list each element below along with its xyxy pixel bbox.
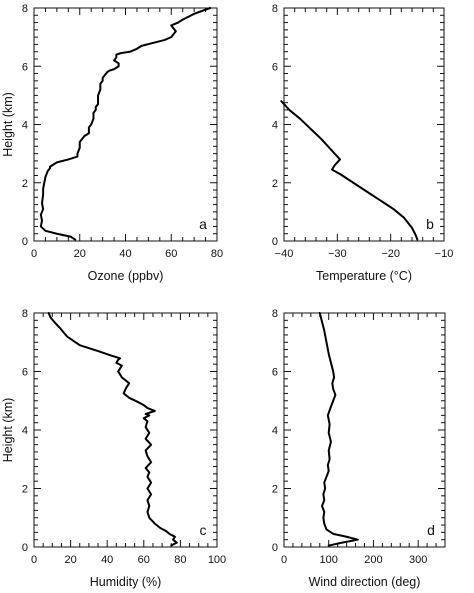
x-axis-label: Wind direction (deg) <box>309 575 421 589</box>
x-tick-label: 0 <box>31 554 37 566</box>
x-tick-label: 100 <box>320 554 338 566</box>
x-tick-label: −20 <box>381 248 400 260</box>
y-tick-label: 6 <box>22 61 28 73</box>
panel-letter: d <box>427 522 435 538</box>
x-tick-label: 40 <box>101 554 113 566</box>
y-tick-label: 4 <box>272 425 278 437</box>
y-tick-label: 2 <box>272 178 278 190</box>
panel-letter: b <box>426 216 434 232</box>
y-tick-label: 2 <box>22 484 28 496</box>
x-tick-label: 80 <box>211 248 223 260</box>
y-tick-label: 0 <box>272 236 278 248</box>
x-tick-label: 300 <box>409 554 427 566</box>
y-tick-label: 8 <box>22 308 28 320</box>
x-tick-label: 60 <box>165 248 177 260</box>
y-tick-label: 2 <box>272 484 278 496</box>
y-tick-label: 4 <box>22 120 28 132</box>
x-tick-label: 100 <box>208 554 226 566</box>
profile-line <box>280 100 419 241</box>
y-axis-label: Height (km) <box>1 398 15 463</box>
x-axis-label: Ozone (ppbv) <box>88 269 164 283</box>
panel-letter: c <box>200 522 207 538</box>
y-tick-label: 6 <box>272 367 278 379</box>
x-tick-label: −10 <box>435 248 454 260</box>
panel-c: 0 20 40 60 80 100 0 2 4 6 8 Humidity (%) Height (km)… <box>1 308 226 589</box>
y-axis-label: Height (km) <box>1 92 15 157</box>
panel-d: 0 100 200 300 0 2 4 6 8 Wind direction (deg) d <box>272 308 446 589</box>
x-tick-label: 0 <box>31 248 37 260</box>
x-tick-label: −30 <box>328 248 347 260</box>
y-tick-label: 6 <box>22 367 28 379</box>
plot-frame <box>283 7 445 242</box>
profile-line <box>318 312 359 547</box>
y-tick-label: 4 <box>22 425 28 437</box>
profile-line <box>39 7 212 241</box>
x-tick-label: 60 <box>138 554 150 566</box>
y-tick-label: 4 <box>272 120 278 132</box>
panel-b: −40 −30 −20 −10 0 2 4 6 8 Temperature (°C) b <box>272 3 453 283</box>
y-tick-label: 0 <box>22 542 28 554</box>
x-tick-label: 0 <box>281 554 287 566</box>
x-tick-label: 20 <box>74 248 86 260</box>
panel-a: 0 20 40 60 80 0 2 4 6 8 Ozone (ppbv) Height (km) a <box>1 3 223 283</box>
plot-frame <box>33 312 218 548</box>
y-tick-label: 8 <box>272 308 278 320</box>
y-tick-label: 2 <box>22 178 28 190</box>
x-tick-label: 200 <box>364 554 382 566</box>
x-axis-label: Humidity (%) <box>90 575 162 589</box>
x-tick-label: 20 <box>64 554 76 566</box>
y-tick-label: 6 <box>272 61 278 73</box>
x-tick-label: 80 <box>174 554 186 566</box>
plot-frame <box>283 312 446 548</box>
x-axis-label: Temperature (°C) <box>316 269 412 283</box>
panel-letter: a <box>199 216 207 232</box>
x-tick-label: 40 <box>119 248 131 260</box>
y-tick-label: 8 <box>22 3 28 15</box>
plot-frame <box>33 7 218 242</box>
x-tick-label: −40 <box>275 248 294 260</box>
y-tick-label: 8 <box>272 3 278 15</box>
y-tick-label: 0 <box>22 236 28 248</box>
profile-line <box>47 312 178 547</box>
y-tick-label: 0 <box>272 542 278 554</box>
